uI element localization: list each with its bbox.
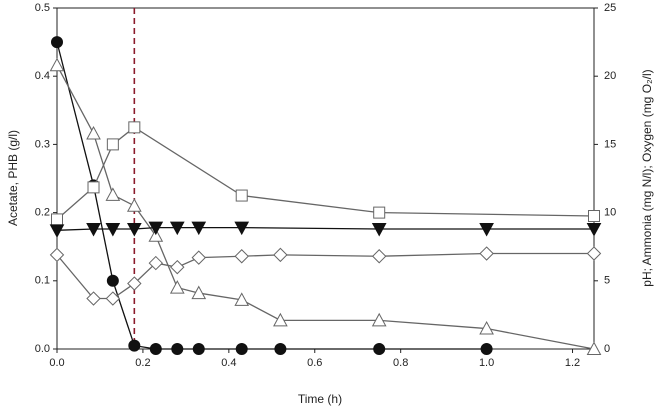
y2-axis-title: pH; Ammonia (mg N/l); Oxygen (mg O₂/l) (640, 69, 654, 286)
data-point (170, 259, 185, 275)
y-tick-label: 0.0 (35, 343, 50, 355)
data-point (105, 291, 121, 306)
data-point (49, 247, 65, 263)
data-point (586, 341, 602, 355)
data-point (169, 221, 185, 236)
data-point (171, 343, 184, 355)
data-point (235, 343, 248, 355)
data-point (148, 255, 164, 271)
data-point (128, 339, 141, 352)
data-point (273, 312, 288, 327)
y2-tick-label: 25 (604, 2, 616, 14)
y-tick-label: 0.1 (35, 275, 50, 287)
data-point (51, 36, 63, 49)
data-point (105, 187, 121, 201)
x-tick-label: 0.4 (221, 357, 236, 369)
x-tick-label: 0.8 (393, 357, 408, 369)
data-point (86, 222, 101, 237)
data-point (479, 246, 494, 261)
data-point (127, 276, 142, 291)
data-point (49, 224, 65, 238)
y-tick-label: 0.5 (35, 2, 50, 14)
x-tick-label: 0.2 (135, 357, 150, 369)
data-point (588, 210, 600, 223)
data-point (191, 221, 207, 236)
series-line (56, 41, 487, 350)
plot-frame (56, 7, 595, 350)
data-point (274, 343, 287, 355)
data-point (586, 246, 602, 261)
data-point (479, 320, 494, 335)
data-point (191, 285, 207, 300)
y-axis-title: Acetate, PHB (g/l) (6, 130, 20, 226)
data-point (371, 222, 387, 237)
data-point (128, 121, 141, 134)
data-point (371, 312, 387, 327)
data-point (371, 249, 387, 264)
data-point (86, 291, 101, 306)
y-tick-label: 0.4 (35, 70, 50, 82)
data-point (105, 222, 121, 237)
data-point (106, 274, 119, 287)
y-tick-label: 0.2 (35, 207, 50, 219)
data-point (234, 249, 249, 264)
x-tick-label: 1.0 (479, 357, 494, 369)
x-axis-title: Time (h) (298, 392, 342, 406)
data-point (148, 221, 164, 236)
x-tick-label: 0.6 (307, 357, 322, 369)
data-point (373, 343, 386, 355)
data-point (126, 198, 142, 212)
data-point (234, 292, 250, 306)
series-line (56, 252, 594, 300)
series-line (56, 64, 595, 350)
data-point (235, 189, 248, 202)
data-point (49, 57, 65, 72)
x-tick-label: 1.2 (565, 357, 580, 369)
data-point (192, 343, 205, 355)
y2-tick-label: 20 (604, 70, 616, 82)
y2-tick-label: 0 (604, 343, 610, 355)
data-point (169, 280, 185, 294)
data-point (480, 343, 493, 355)
data-point (234, 221, 250, 236)
data-point (51, 213, 63, 226)
data-point (126, 222, 142, 237)
data-point (191, 250, 206, 265)
data-point (106, 138, 119, 151)
data-point (273, 247, 288, 263)
data-point (87, 181, 100, 194)
y-tick-label: 0.3 (35, 138, 50, 150)
data-point (149, 343, 162, 355)
x-tick-label: 0.0 (49, 357, 64, 369)
data-point (86, 125, 101, 140)
y2-tick-label: 5 (604, 275, 610, 287)
data-point (479, 222, 494, 237)
data-point (586, 222, 602, 237)
y2-tick-label: 10 (604, 207, 616, 219)
data-point (373, 206, 386, 219)
y2-tick-label: 15 (604, 138, 616, 150)
data-point (148, 228, 164, 242)
